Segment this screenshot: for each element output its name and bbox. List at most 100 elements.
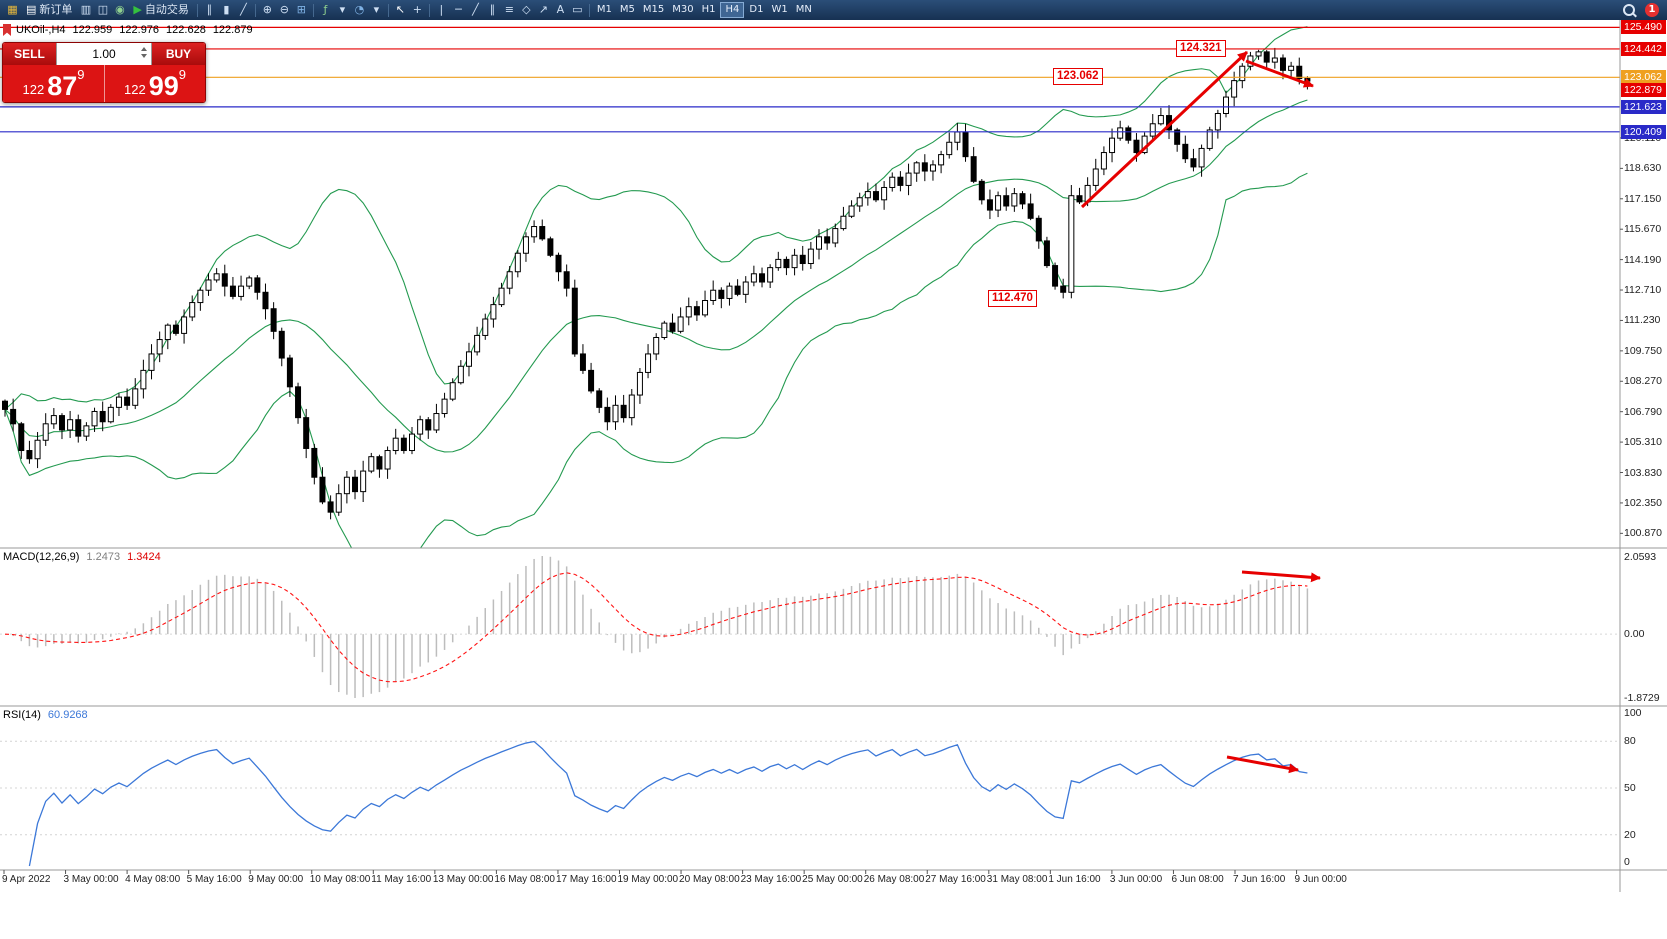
price-annotation[interactable]: 123.062	[1053, 68, 1103, 85]
indicators-caret-icon[interactable]: ▾	[334, 0, 351, 20]
new-order-button: ▤	[26, 3, 37, 16]
autotrading-button-label: 自动交易	[144, 3, 189, 16]
time-axis-label: 13 May 00:00	[432, 874, 494, 885]
price-axis-badge: 123.062	[1621, 70, 1666, 84]
search-icon[interactable]	[1623, 4, 1635, 16]
time-axis-label: 11 May 16:00	[371, 874, 432, 885]
tab-timeframe-h1[interactable]: H1	[701, 4, 716, 15]
tab-timeframe-mn[interactable]: MN	[795, 4, 812, 15]
refresh-icon[interactable]: ◉	[111, 0, 128, 20]
time-axis-label: 3 May 00:00	[63, 874, 119, 885]
new-order-button-label: 新订单	[39, 3, 73, 16]
horizontal-line-icon: ─	[455, 3, 462, 16]
buy-button[interactable]: BUY	[152, 43, 205, 65]
toolbar: ▦ ▤ 新订单 ▥ ◫ ◉ ▶ 自动交易 ∥ ▮ ╱ ⊕ ⊖ ⊞ ƒ ▾ ◔ ▾ ↖ + | ─ ╱ ∥ ≡ ◇ ↗ A ▭ M1 M5 M…	[0, 0, 1667, 20]
indicators-icon[interactable]: ƒ	[317, 0, 334, 20]
toolbar-separator	[387, 3, 389, 17]
time-axis-label: 4 May 08:00	[125, 874, 181, 885]
price-axis-tick: 117.150	[1624, 192, 1662, 205]
ohlc-close: 122.879	[212, 24, 253, 36]
tab-timeframe-w1[interactable]: W1	[771, 4, 788, 15]
candles-layer	[2, 47, 1311, 520]
price-annotation[interactable]: 112.470	[988, 290, 1037, 307]
sell-button[interactable]: SELL	[3, 43, 56, 65]
periods-caret-icon[interactable]: ▾	[368, 0, 385, 20]
tab-timeframe-m1[interactable]: M1	[596, 4, 612, 15]
tab-timeframe-h4[interactable]: H4	[720, 2, 745, 18]
time-axis-label: 25 May 00:00	[802, 874, 863, 885]
crosshair-icon: +	[412, 3, 422, 16]
rsi-scale-label: 0	[1624, 856, 1630, 868]
time-axis-label: 10 May 08:00	[309, 874, 371, 885]
price-axis-tick: 105.310	[1624, 436, 1662, 449]
time-axis-label: 26 May 08:00	[863, 874, 925, 885]
symbol-ohlc-line: UKOil-,H4 122.959 122.976 122.628 122.87…	[16, 24, 253, 36]
timeframe-group: M1 M5 M15 M30 H1 H4 D1 W1 MN	[593, 1, 816, 19]
autotrading-button: ▶	[133, 3, 142, 16]
text-tool-icon[interactable]: A	[552, 0, 569, 20]
volume-value: 1.00	[92, 47, 116, 61]
cursor-icon[interactable]: ↖	[392, 0, 409, 20]
price-axis-tick: 118.630	[1624, 162, 1662, 175]
profiles-icon[interactable]: ◫	[94, 0, 111, 20]
rsi-layer	[0, 740, 1620, 867]
new-order-button[interactable]: ▤ 新订单	[21, 0, 77, 20]
arrows-tool-icon: ↗	[538, 3, 548, 16]
buy-price[interactable]: 122 99 9	[104, 65, 205, 102]
tab-timeframe-d1[interactable]: D1	[749, 4, 764, 15]
price-axis-tick: 112.710	[1624, 284, 1662, 297]
rsi-scale-label: 20	[1624, 828, 1636, 841]
crosshair-icon[interactable]: +	[409, 0, 426, 20]
price-axis-tick: 109.750	[1624, 344, 1662, 357]
price-axis-tick: 103.830	[1624, 466, 1662, 479]
buy-price-pips: 99	[148, 71, 179, 102]
chart-list-icon[interactable]: ▥	[77, 0, 94, 20]
ohlc-high: 122.976	[119, 24, 160, 36]
macd-value-main: 1.2473	[86, 551, 121, 563]
rsi-header: RSI(14) 60.9268	[3, 709, 88, 721]
price-axis-tick: 111.230	[1624, 314, 1661, 327]
tile-windows-icon: ⊞	[296, 3, 306, 16]
line-chart-icon[interactable]: ╱	[235, 0, 252, 20]
annotation-arrows-layer	[1080, 50, 1321, 774]
tab-timeframe-m15[interactable]: M15	[642, 4, 665, 15]
notifications-badge[interactable]: 1	[1645, 3, 1659, 17]
volume-input[interactable]: 1.00	[56, 43, 152, 65]
autotrading-button[interactable]: ▶ 自动交易	[128, 0, 193, 20]
sell-price[interactable]: 122 87 9	[3, 65, 104, 102]
candlestick-chart-icon: ▮	[223, 3, 230, 16]
time-axis-label: 1 Jun 16:00	[1048, 874, 1101, 885]
horizontal-line-icon[interactable]: ─	[450, 0, 467, 20]
cursor-icon: ↖	[395, 3, 405, 16]
arrows-tool-icon[interactable]: ↗	[535, 0, 552, 20]
trendline-icon[interactable]: ╱	[467, 0, 484, 20]
periods-icon[interactable]: ◔	[351, 0, 368, 20]
periods-icon: ◔	[354, 3, 365, 16]
time-axis-label: 23 May 16:00	[740, 874, 802, 885]
sell-price-fraction: 9	[77, 67, 85, 82]
vertical-line-icon[interactable]: |	[433, 0, 450, 20]
tab-timeframe-m5[interactable]: M5	[619, 4, 635, 15]
time-axis-label: 7 Jun 16:00	[1233, 874, 1286, 885]
tab-timeframe-m30[interactable]: M30	[672, 4, 694, 15]
candlestick-chart-icon[interactable]: ▮	[218, 0, 235, 20]
line-chart-icon: ╱	[240, 3, 247, 16]
app-icon: ▦	[7, 3, 18, 16]
horizontal-levels-layer	[0, 26, 1620, 133]
bar-chart-icon[interactable]: ∥	[201, 0, 218, 20]
zoom-out-icon[interactable]: ⊖	[276, 0, 293, 20]
time-axis-label: 9 May 00:00	[248, 874, 304, 885]
tile-windows-icon[interactable]: ⊞	[293, 0, 310, 20]
price-annotation[interactable]: 124.321	[1176, 40, 1226, 57]
volume-stepper[interactable]	[141, 47, 147, 58]
zoom-in-icon[interactable]: ⊕	[259, 0, 276, 20]
time-axis-label: 9 Jun 00:00	[1294, 874, 1347, 885]
price-axis-tick: 106.790	[1624, 405, 1662, 418]
app-icon[interactable]: ▦	[4, 0, 21, 20]
shapes-icon[interactable]: ◇	[518, 0, 535, 20]
fibonacci-icon[interactable]: ≡	[501, 0, 518, 20]
text-label-icon[interactable]: ▭	[569, 0, 586, 20]
channel-icon[interactable]: ∥	[484, 0, 501, 20]
buy-price-fraction: 9	[178, 67, 186, 82]
